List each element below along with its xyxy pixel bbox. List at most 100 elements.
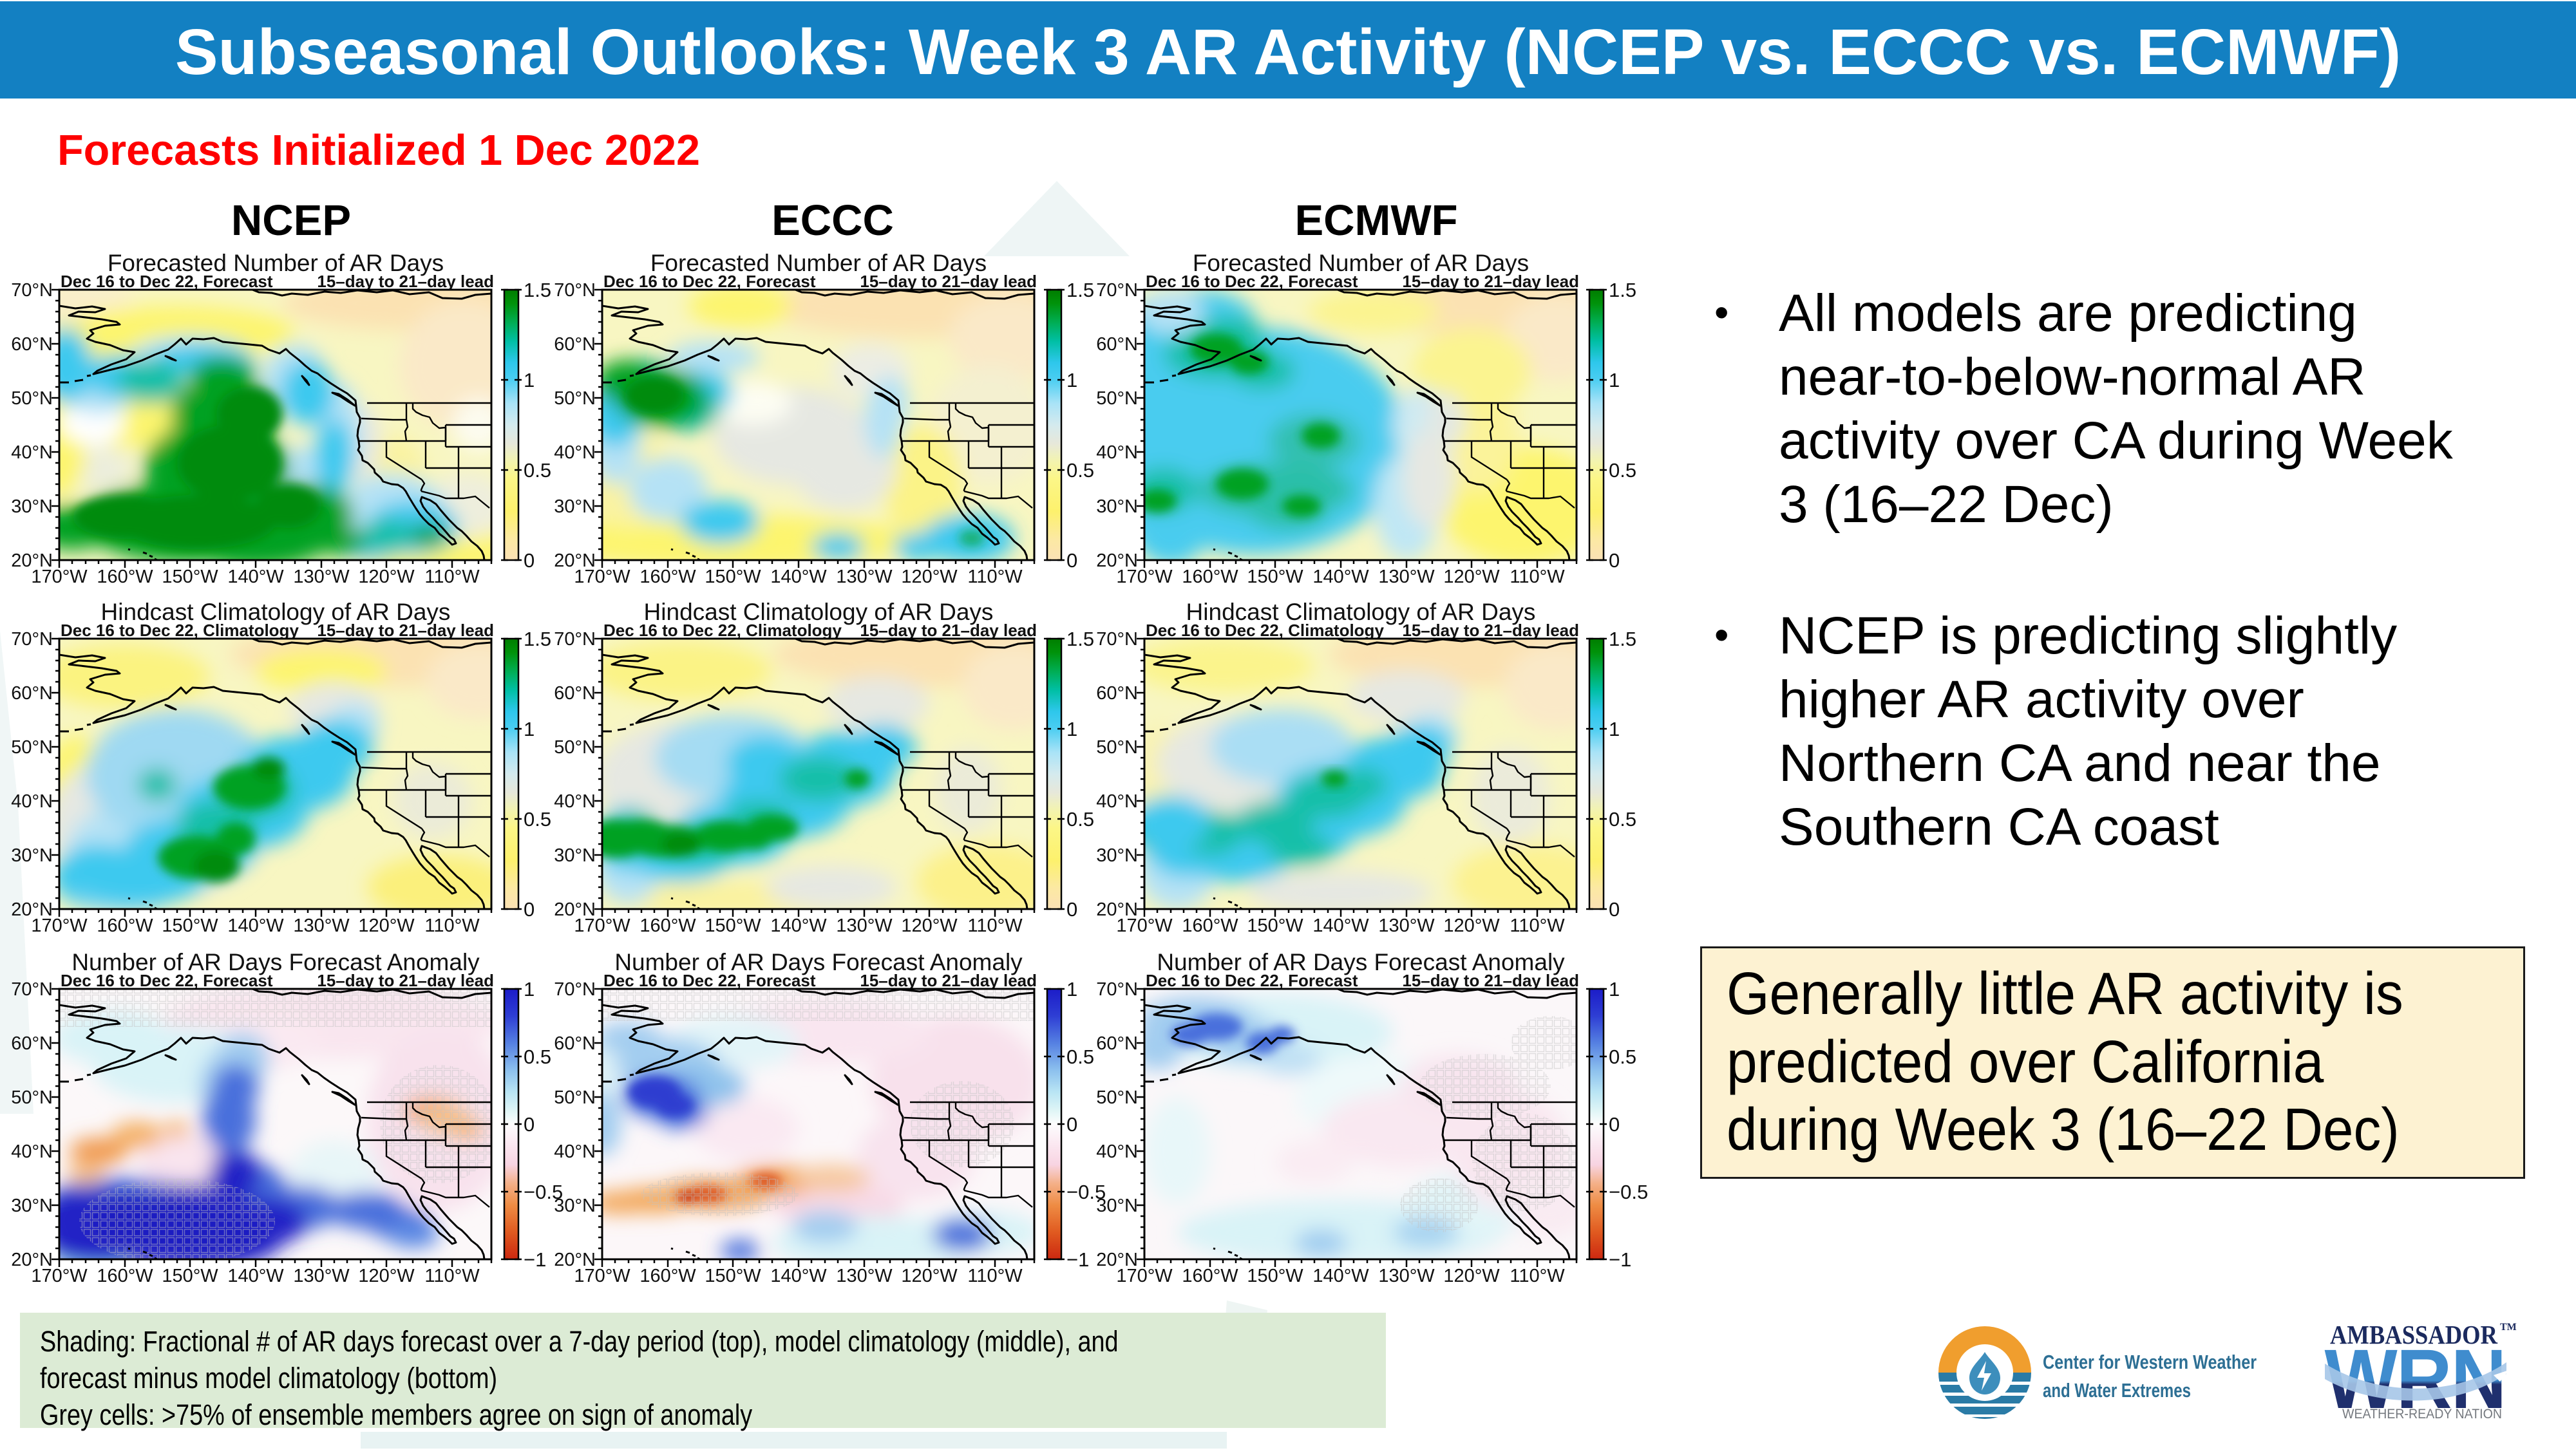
svg-text:50°N: 50°N bbox=[1096, 1087, 1138, 1108]
svg-text:130°W: 130°W bbox=[836, 567, 893, 587]
svg-text:150°W: 150°W bbox=[162, 567, 218, 587]
svg-text:20°N: 20°N bbox=[554, 1250, 596, 1270]
svg-text:130°W: 130°W bbox=[836, 1266, 893, 1286]
svg-text:and Water Extremes: and Water Extremes bbox=[2043, 1379, 2191, 1402]
svg-text:160°W: 160°W bbox=[639, 1266, 696, 1286]
svg-text:0.5: 0.5 bbox=[524, 808, 551, 831]
svg-text:0.5: 0.5 bbox=[1609, 1046, 1636, 1068]
svg-text:170°W: 170°W bbox=[1116, 1266, 1173, 1286]
svg-text:60°N: 60°N bbox=[1096, 334, 1138, 355]
svg-text:170°W: 170°W bbox=[1116, 567, 1173, 587]
svg-text:60°N: 60°N bbox=[1096, 683, 1138, 704]
svg-text:−1: −1 bbox=[524, 1248, 546, 1271]
svg-text:150°W: 150°W bbox=[705, 1266, 761, 1286]
svg-text:70°N: 70°N bbox=[11, 280, 53, 301]
svg-text:140°W: 140°W bbox=[1312, 915, 1369, 936]
svg-text:70°N: 70°N bbox=[554, 979, 596, 1000]
svg-text:110°W: 110°W bbox=[424, 915, 480, 936]
svg-text:1.5: 1.5 bbox=[1609, 628, 1636, 650]
svg-text:Dec 16 to Dec 22, Forecast: Dec 16 to Dec 22, Forecast bbox=[61, 272, 273, 291]
svg-text:1.5: 1.5 bbox=[1066, 279, 1094, 301]
svg-text:110°W: 110°W bbox=[967, 567, 1023, 587]
svg-text:0.5: 0.5 bbox=[1609, 459, 1636, 482]
svg-text:170°W: 170°W bbox=[31, 567, 88, 587]
svg-text:0.5: 0.5 bbox=[1066, 459, 1094, 482]
svg-text:0.5: 0.5 bbox=[524, 459, 551, 482]
svg-text:120°W: 120°W bbox=[1443, 567, 1500, 587]
svg-text:170°W: 170°W bbox=[31, 915, 88, 936]
svg-text:60°N: 60°N bbox=[11, 1033, 53, 1054]
svg-text:1: 1 bbox=[1066, 978, 1077, 1000]
svg-text:Dec 16 to Dec 22, Forecast: Dec 16 to Dec 22, Forecast bbox=[603, 272, 816, 291]
svg-text:30°N: 30°N bbox=[554, 845, 596, 866]
svg-text:60°N: 60°N bbox=[554, 683, 596, 704]
svg-text:150°W: 150°W bbox=[162, 915, 218, 936]
svg-text:1: 1 bbox=[1066, 718, 1077, 740]
svg-text:130°W: 130°W bbox=[836, 915, 893, 936]
svg-text:70°N: 70°N bbox=[1096, 280, 1138, 301]
svg-text:1.5: 1.5 bbox=[524, 628, 551, 650]
svg-text:Number of AR Days Forecast Ano: Number of AR Days Forecast Anomaly bbox=[71, 949, 480, 975]
svg-text:20°N: 20°N bbox=[11, 1250, 53, 1270]
svg-text:50°N: 50°N bbox=[554, 737, 596, 758]
svg-text:150°W: 150°W bbox=[1247, 1266, 1303, 1286]
svg-text:150°W: 150°W bbox=[162, 1266, 218, 1286]
svg-text:0: 0 bbox=[524, 1113, 535, 1136]
svg-text:1.5: 1.5 bbox=[524, 279, 551, 301]
svg-text:40°N: 40°N bbox=[1096, 791, 1138, 812]
svg-text:110°W: 110°W bbox=[1510, 567, 1565, 587]
svg-text:−0.5: −0.5 bbox=[1609, 1181, 1648, 1203]
svg-text:50°N: 50°N bbox=[1096, 737, 1138, 758]
svg-text:Hindcast Climatology of AR Day: Hindcast Climatology of AR Days bbox=[644, 599, 994, 625]
svg-text:30°N: 30°N bbox=[11, 1196, 53, 1216]
svg-text:130°W: 130°W bbox=[1378, 567, 1435, 587]
svg-text:170°W: 170°W bbox=[574, 915, 630, 936]
svg-text:40°N: 40°N bbox=[11, 442, 53, 463]
svg-text:1.5: 1.5 bbox=[1066, 628, 1094, 650]
svg-text:170°W: 170°W bbox=[574, 567, 630, 587]
svg-text:110°W: 110°W bbox=[967, 915, 1023, 936]
svg-text:170°W: 170°W bbox=[31, 1266, 88, 1286]
svg-text:40°N: 40°N bbox=[11, 1141, 53, 1162]
svg-text:15–day to 21–day lead: 15–day to 21–day lead bbox=[317, 272, 494, 291]
svg-text:Forecasted Number of AR Days: Forecasted Number of AR Days bbox=[650, 250, 987, 276]
svg-text:60°N: 60°N bbox=[11, 683, 53, 704]
svg-text:0.5: 0.5 bbox=[1609, 808, 1636, 831]
svg-text:40°N: 40°N bbox=[554, 791, 596, 812]
svg-text:120°W: 120°W bbox=[1443, 915, 1500, 936]
svg-text:15–day to 21–day lead: 15–day to 21–day lead bbox=[1402, 621, 1579, 640]
svg-text:20°N: 20°N bbox=[1096, 899, 1138, 920]
svg-text:70°N: 70°N bbox=[554, 629, 596, 650]
svg-text:15–day to 21–day lead: 15–day to 21–day lead bbox=[860, 971, 1037, 990]
svg-text:60°N: 60°N bbox=[1096, 1033, 1138, 1054]
svg-text:160°W: 160°W bbox=[639, 567, 696, 587]
svg-text:140°W: 140°W bbox=[227, 1266, 284, 1286]
svg-text:120°W: 120°W bbox=[901, 915, 958, 936]
svg-text:170°W: 170°W bbox=[1116, 915, 1173, 936]
svg-text:30°N: 30°N bbox=[554, 1196, 596, 1216]
svg-text:20°N: 20°N bbox=[1096, 1250, 1138, 1270]
svg-text:−0.5: −0.5 bbox=[1066, 1181, 1106, 1203]
svg-text:40°N: 40°N bbox=[11, 791, 53, 812]
svg-text:50°N: 50°N bbox=[11, 388, 53, 409]
svg-text:160°W: 160°W bbox=[639, 915, 696, 936]
svg-text:30°N: 30°N bbox=[554, 496, 596, 517]
svg-text:Dec 16 to Dec 22, Climatology: Dec 16 to Dec 22, Climatology bbox=[603, 621, 842, 640]
svg-text:60°N: 60°N bbox=[554, 1033, 596, 1054]
svg-text:15–day to 21–day lead: 15–day to 21–day lead bbox=[1402, 971, 1579, 990]
svg-text:130°W: 130°W bbox=[293, 915, 350, 936]
svg-text:130°W: 130°W bbox=[293, 567, 350, 587]
svg-text:1: 1 bbox=[524, 369, 535, 391]
svg-text:160°W: 160°W bbox=[97, 1266, 153, 1286]
svg-text:Forecasted Number of AR Days: Forecasted Number of AR Days bbox=[1193, 250, 1529, 276]
svg-text:170°W: 170°W bbox=[574, 1266, 630, 1286]
svg-text:70°N: 70°N bbox=[1096, 979, 1138, 1000]
svg-text:0.5: 0.5 bbox=[1066, 1046, 1094, 1068]
svg-text:120°W: 120°W bbox=[358, 915, 415, 936]
svg-text:50°N: 50°N bbox=[11, 737, 53, 758]
svg-text:160°W: 160°W bbox=[1182, 567, 1238, 587]
svg-text:140°W: 140°W bbox=[770, 1266, 827, 1286]
svg-text:TM: TM bbox=[2500, 1322, 2517, 1333]
svg-text:60°N: 60°N bbox=[554, 334, 596, 355]
svg-text:150°W: 150°W bbox=[1247, 567, 1303, 587]
